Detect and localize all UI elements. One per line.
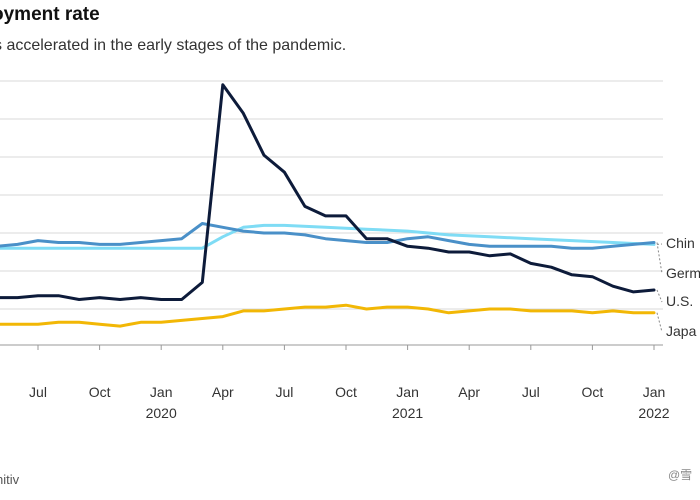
x-tick-label: Jul bbox=[275, 384, 293, 400]
year-label: 2020 bbox=[146, 405, 177, 421]
series-line-us bbox=[0, 83, 656, 301]
series-line-germany bbox=[0, 222, 656, 250]
chart-subtitle: s accelerated in the early stages of the… bbox=[0, 37, 347, 54]
legend-label-japan: Japa bbox=[666, 323, 697, 339]
series-line-china bbox=[0, 223, 656, 250]
watermark: @雪 bbox=[668, 468, 693, 482]
x-tick-label: Oct bbox=[89, 384, 111, 400]
legend: Chin Germ U.S. Japa bbox=[656, 235, 700, 339]
year-label: 2021 bbox=[392, 405, 423, 421]
chart-title: oyment rate bbox=[0, 4, 100, 25]
x-axis: Jul Oct Jan Apr Jul Oct Jan Apr Jul Oct Jan 2020 202… bbox=[29, 345, 670, 421]
x-tick-label: Jul bbox=[29, 384, 47, 400]
legend-label-us: U.S. bbox=[666, 293, 693, 309]
x-tick-label: Apr bbox=[458, 384, 480, 400]
source-note: nitiv bbox=[0, 472, 20, 487]
x-tick-label: Jul bbox=[522, 384, 540, 400]
x-tick-label: Oct bbox=[582, 384, 604, 400]
legend-label-germany: Germ bbox=[666, 265, 700, 281]
gridlines bbox=[0, 80, 663, 346]
series-lines bbox=[0, 83, 656, 328]
x-tick-label: Jan bbox=[150, 384, 173, 400]
x-tick-label: Oct bbox=[335, 384, 357, 400]
legend-leader bbox=[656, 242, 663, 275]
x-tick-label: Apr bbox=[212, 384, 234, 400]
x-tick-label: Jan bbox=[396, 384, 419, 400]
legend-leader bbox=[656, 312, 663, 333]
x-tick-label: Jan bbox=[643, 384, 666, 400]
series-line-japan bbox=[0, 303, 656, 328]
legend-label-china: Chin bbox=[666, 235, 695, 251]
legend-leader bbox=[656, 289, 663, 303]
year-label: 2022 bbox=[638, 405, 669, 421]
